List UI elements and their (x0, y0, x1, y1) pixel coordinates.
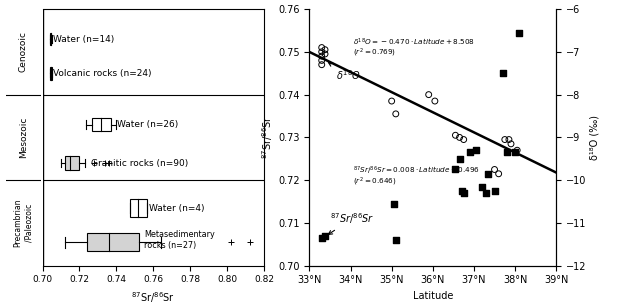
Point (514, 30, 524, 35)
Point (506, 141, 516, 146)
Point (498, 71, 508, 76)
Point (502, 150, 512, 155)
Point (317, 58, 327, 63)
Text: Water (n=14): Water (n=14) (52, 34, 114, 43)
Text: $\delta^{18}O$: $\delta^{18}O$ (329, 63, 361, 82)
Point (478, 184, 488, 189)
Point (494, 171, 504, 176)
Point (387, 99, 397, 104)
Point (457, 188, 467, 193)
Text: Metasedimentary
rocks (n=27): Metasedimentary rocks (n=27) (144, 230, 215, 250)
Point (459, 191, 469, 195)
Point (320, 233, 330, 238)
Point (454, 135, 464, 140)
Text: $\delta^{18}O=-0.470 \cdot Latitude+8.508$: $\delta^{18}O=-0.470 \cdot Latitude+8.50… (352, 37, 474, 48)
Point (454, 156, 464, 161)
Bar (50, 67, 51, 80)
Point (483, 171, 493, 176)
Text: $^{87}Sr/^{86}Sr=0.008 \cdot Latitude+0.496$: $^{87}Sr/^{86}Sr=0.008 \cdot Latitude+0.… (352, 165, 479, 177)
Y-axis label: δ¹⁸O (‰): δ¹⁸O (‰) (589, 115, 599, 160)
Point (424, 92, 434, 97)
Point (489, 188, 499, 193)
Bar (131, 199, 147, 217)
Point (451, 167, 461, 172)
Point (504, 137, 514, 142)
Point (391, 111, 401, 116)
Bar (50, 33, 51, 45)
Y-axis label: $^{87}$Sr/$^{86}$Sr: $^{87}$Sr/$^{86}$Sr (261, 115, 275, 159)
Bar (87, 233, 139, 251)
Text: Cenozoic: Cenozoic (19, 31, 28, 72)
Point (317, 45, 327, 50)
X-axis label: $^{87}$Sr/$^{86}$Sr: $^{87}$Sr/$^{86}$Sr (131, 290, 176, 302)
Point (317, 62, 327, 67)
Point (451, 133, 461, 138)
Point (389, 201, 399, 206)
Point (512, 148, 522, 153)
Point (317, 236, 327, 240)
X-axis label: Latitude: Latitude (412, 291, 453, 301)
Text: $^{87}Sr/^{86}Sr$: $^{87}Sr/^{86}Sr$ (328, 211, 374, 234)
Point (465, 150, 475, 155)
Text: $(r^2=0.646)$: $(r^2=0.646)$ (352, 175, 396, 188)
Point (510, 150, 520, 155)
Point (500, 137, 510, 142)
Text: Precambrian
/Paleozoic: Precambrian /Paleozoic (14, 199, 33, 247)
Point (430, 99, 440, 104)
Text: Water (n=26): Water (n=26) (118, 120, 179, 129)
Text: Water (n=4): Water (n=4) (149, 204, 204, 213)
Text: Mesozoic: Mesozoic (19, 117, 28, 158)
Point (391, 238, 401, 243)
Point (320, 52, 330, 56)
Text: $(r^2=0.769)$: $(r^2=0.769)$ (352, 47, 396, 59)
Point (317, 54, 327, 59)
Bar (65, 156, 79, 170)
Point (471, 148, 481, 153)
Text: Granitic rocks (n=90): Granitic rocks (n=90) (91, 159, 188, 168)
Text: Volcanic rocks (n=24): Volcanic rocks (n=24) (53, 69, 151, 78)
Point (459, 137, 469, 142)
Point (481, 191, 491, 195)
Point (320, 47, 330, 52)
Point (489, 167, 499, 172)
Point (317, 50, 327, 54)
Bar (92, 118, 111, 131)
